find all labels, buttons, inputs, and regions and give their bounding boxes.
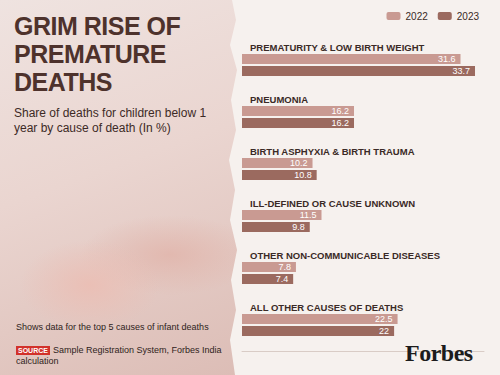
svg-text:31.6: 31.6 <box>438 54 456 64</box>
svg-text:11.5: 11.5 <box>300 210 317 220</box>
html-text:Forbes: Forbes <box>405 340 473 366</box>
svg-text:ALL OTHER CAUSES OF DEATHS: ALL OTHER CAUSES OF DEATHS <box>250 302 403 313</box>
svg-text:16.2: 16.2 <box>331 118 349 128</box>
html-text:GRIM RISE OF PREMATURE DEATHS: GRIM RISE OF PREMATURE DEATHS <box>14 12 181 96</box>
html-text:Sample Registration System, Fo: Sample Registration System, Forbes India… <box>16 345 222 366</box>
html-text:Shows data for the top 5 cause: Shows data for the top 5 causes of infan… <box>16 322 209 332</box>
svg-text:22.5: 22.5 <box>375 314 393 324</box>
svg-text:2023: 2023 <box>457 11 480 22</box>
svg-text:ILL-DEFINED OR CAUSE UNKNOWN: ILL-DEFINED OR CAUSE UNKNOWN <box>250 198 415 209</box>
svg-text:BIRTH ASPHYXIA & BIRTH TRAUMA: BIRTH ASPHYXIA & BIRTH TRAUMA <box>250 146 415 157</box>
svg-text:PNEUMONIA: PNEUMONIA <box>250 94 308 105</box>
svg-text:22: 22 <box>379 326 389 336</box>
svg-text:9.8: 9.8 <box>292 222 305 232</box>
svg-text:7.8: 7.8 <box>278 262 291 272</box>
html-text:SOURCE: SOURCE <box>18 347 48 354</box>
svg-text:2022: 2022 <box>406 11 429 22</box>
svg-text:10.2: 10.2 <box>290 158 308 168</box>
svg-text:7.4: 7.4 <box>276 274 289 284</box>
svg-text:33.7: 33.7 <box>452 66 470 76</box>
html-text:Share of deaths for children b: Share of deaths for children below 1 yea… <box>14 106 207 135</box>
svg-text:OTHER NON-COMMUNICABLE DISEASE: OTHER NON-COMMUNICABLE DISEASES <box>250 250 440 261</box>
svg-text:16.2: 16.2 <box>331 106 349 116</box>
svg-text:PREMATURITY & LOW BIRTH WEIGHT: PREMATURITY & LOW BIRTH WEIGHT <box>250 42 425 53</box>
svg-text:10.8: 10.8 <box>294 170 312 180</box>
